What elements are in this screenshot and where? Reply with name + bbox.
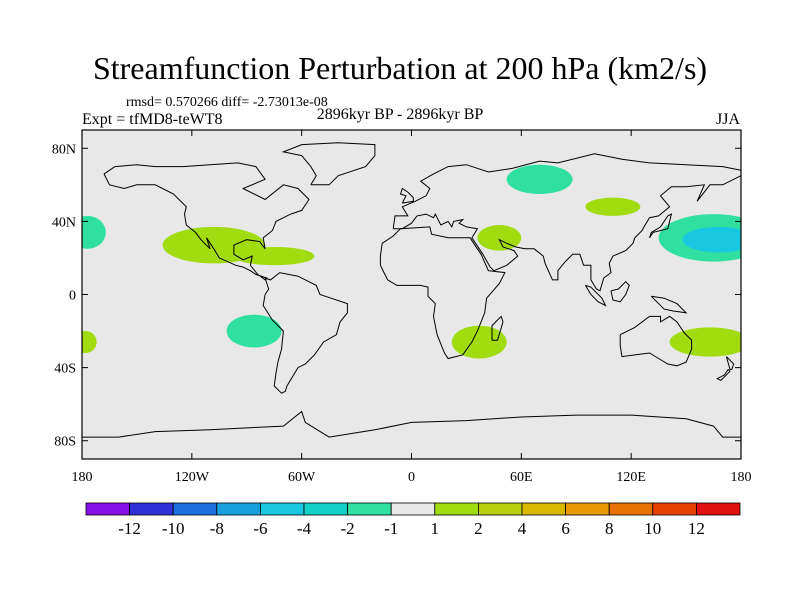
colorbar-label: 1: [431, 519, 440, 538]
lat-tick-label: 80N: [52, 142, 76, 157]
axis-ticks: 80N 40N 0 40S 80S 180 120W 60W 0 60E 120E 180: [52, 130, 752, 485]
coastline-eurasia: [392, 153, 741, 292]
lat-tick-label: 0: [69, 289, 76, 304]
anomaly-se-pacific: [226, 314, 282, 348]
colorbar-swatch: [565, 502, 610, 516]
anomaly-caribbean: [233, 246, 315, 266]
colorbar-swatch: [696, 502, 741, 516]
colorbar-label: 12: [688, 519, 705, 538]
colorbar-swatch: [85, 502, 130, 516]
coastline-new-guinea: [650, 295, 688, 314]
colorbar-swatch: [652, 502, 697, 516]
experiment-label: Expt = tfMD8-teWT8: [82, 111, 223, 128]
colorbar-label: -10: [162, 519, 185, 538]
lon-tick-label: 60W: [288, 470, 316, 485]
coastline-borneo: [610, 280, 630, 303]
season-label: JJA: [715, 111, 740, 128]
colorbar-label: 8: [605, 519, 614, 538]
lat-tick-label: 80S: [54, 435, 76, 450]
coastline-australia: [619, 315, 693, 367]
coastline-africa: [379, 226, 506, 360]
colorbar-swatch: [216, 502, 261, 516]
anomaly-russia: [506, 164, 573, 194]
plot-title: Streamfunction Perturbation at 200 hPa (…: [92, 50, 708, 86]
coastline-north-america: [103, 162, 310, 281]
coastline-madagascar: [491, 315, 504, 341]
coastline-japan: [649, 213, 673, 239]
anomaly-n-pacific-east: [82, 215, 106, 249]
anomaly-mediterranean-east: [477, 225, 522, 251]
colorbar-label: -6: [253, 519, 267, 538]
colorbar-label: 4: [518, 519, 527, 538]
colorbar-swatch: [434, 502, 479, 516]
colorbar-swatch: [129, 502, 174, 516]
lon-tick-label: 120W: [175, 470, 210, 485]
colorbar-label: 6: [561, 519, 570, 538]
coastline-uk: [399, 187, 414, 204]
colorbar-label: -2: [341, 519, 355, 538]
colorbar: -12 -10 -8 -6 -4 -2 -1 1 2 4 6 8 10 12: [85, 502, 741, 538]
colorbar-label: -1: [384, 519, 398, 538]
colorbar-label: -4: [297, 519, 312, 538]
colorbar-label: -8: [210, 519, 224, 538]
colorbar-swatch: [347, 502, 392, 516]
period-label: 2896kyr BP - 2896kyr BP: [316, 106, 484, 123]
coastline-new-zealand: [725, 356, 735, 370]
coastline-sumatra: [584, 284, 607, 307]
lon-tick-label: 0: [408, 470, 415, 485]
coastline-south-america: [262, 272, 348, 394]
lat-tick-label: 40N: [52, 215, 76, 230]
stats-text: rmsd= 0.570266 diff= -2.73013e-08: [126, 95, 328, 110]
colorbar-swatch: [477, 502, 523, 516]
coastline-greenland: [281, 142, 376, 186]
coastline-nz-south: [716, 369, 731, 382]
colorbar-swatch: [259, 502, 305, 516]
anomaly-s-africa: [451, 325, 507, 359]
lon-tick-label: 120E: [616, 470, 646, 485]
colorbar-label: 2: [474, 519, 483, 538]
coastline-layer: [82, 142, 741, 438]
colorbar-label: -12: [118, 519, 141, 538]
coastline-antarctica: [82, 410, 741, 438]
anomaly-australia-east: [669, 327, 741, 357]
anomaly-layer: [82, 164, 741, 359]
lon-tick-label: 180: [731, 470, 752, 485]
colorbar-label: 10: [644, 519, 661, 538]
colorbar-swatch: [303, 502, 348, 516]
map-background: [82, 130, 741, 459]
lat-tick-label: 40S: [54, 362, 76, 377]
colorbar-swatch: [390, 502, 436, 516]
anomaly-nw-pacific-inner: [682, 226, 741, 253]
anomaly-mongolia: [585, 197, 641, 216]
colorbar-swatch: [521, 502, 566, 516]
colorbar-swatch: [172, 502, 218, 516]
colorbar-swatch: [608, 502, 654, 516]
anomaly-s-pacific-west: [82, 331, 97, 353]
lon-tick-label: 60E: [510, 470, 533, 485]
lon-tick-label: 180: [72, 470, 93, 485]
